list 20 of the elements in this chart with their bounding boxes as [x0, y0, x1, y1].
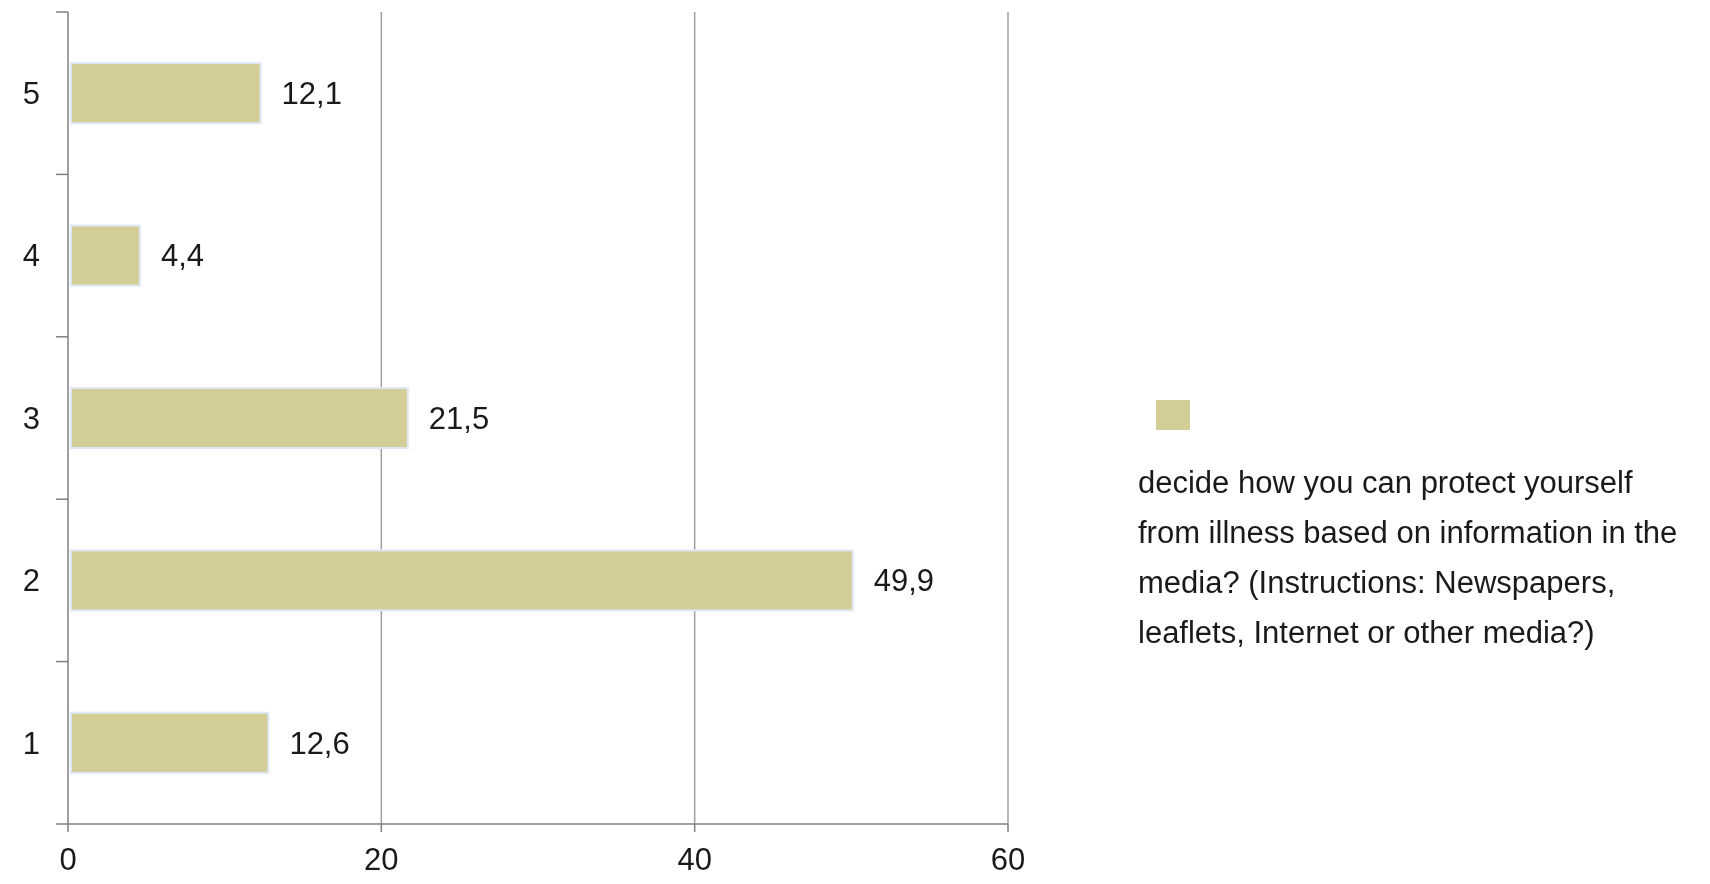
bar — [70, 711, 270, 774]
x-tick-label: 60 — [990, 842, 1026, 877]
x-tick-label: 40 — [677, 842, 712, 877]
bar — [70, 549, 854, 612]
y-tick-label: 2 — [22, 563, 40, 599]
bar — [70, 386, 409, 450]
x-tick-label: 0 — [59, 842, 77, 877]
y-tick-label: 4 — [22, 238, 40, 274]
legend-label: decide how you can protect yourself from illness based on information in the media? (Instructions: Newspapers, leaflets, Internet or other media?) — [1138, 465, 1678, 650]
x-tick-label: 20 — [364, 842, 399, 877]
data-label: 49,9 — [873, 563, 935, 599]
data-label: 4,4 — [160, 238, 205, 274]
bar — [70, 62, 262, 125]
y-tick-label: 3 — [22, 400, 40, 436]
y-tick-label: 5 — [22, 76, 40, 112]
data-label: 12,1 — [281, 76, 342, 112]
data-label: 12,6 — [289, 725, 350, 761]
y-tick-label: 1 — [22, 725, 40, 761]
data-label: 21,5 — [428, 400, 490, 436]
bar — [70, 224, 141, 287]
